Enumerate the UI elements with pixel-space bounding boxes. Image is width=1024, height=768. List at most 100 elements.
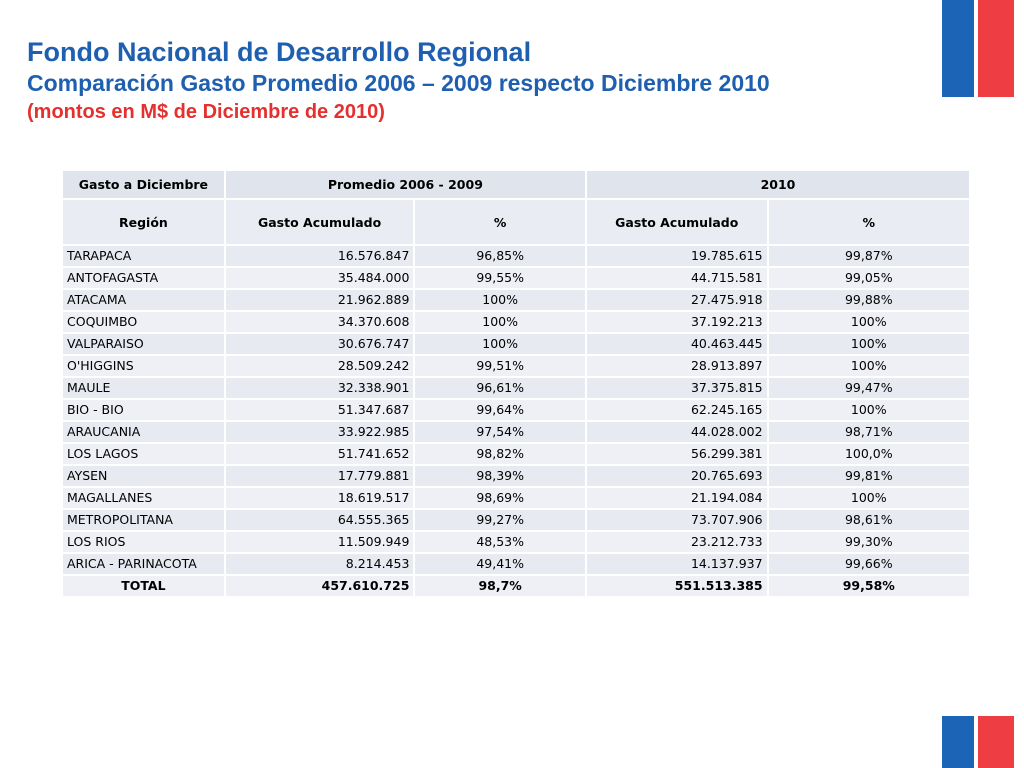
cell-gasto-prom: 33.922.985 [223, 420, 416, 444]
table-row: AYSEN 17.779.881 98,39% 20.765.693 99,81% [61, 464, 972, 488]
cell-gasto-2010: 37.192.213 [584, 310, 769, 334]
cell-pct-prom: 99,51% [413, 354, 587, 378]
cell-gasto-2010: 62.245.165 [584, 398, 769, 422]
cell-region: AYSEN [61, 464, 226, 488]
cell-gasto-prom: 21.962.889 [223, 288, 416, 312]
table-row: VALPARAISO 30.676.747 100% 40.463.445 100% [61, 332, 972, 356]
cell-gasto-prom: 32.338.901 [223, 376, 416, 400]
cell-gasto-2010: 23.212.733 [584, 530, 769, 554]
cell-gasto-2010: 56.299.381 [584, 442, 769, 466]
table-row: METROPOLITANA 64.555.365 99,27% 73.707.906 9… [61, 508, 972, 532]
cell-pct-prom: 100% [413, 332, 587, 356]
cell-gasto-2010: 21.194.084 [584, 486, 769, 510]
cell-pct-2010: 100% [766, 332, 972, 356]
cell-gasto-2010: 19.785.615 [584, 244, 769, 268]
col-header-pct-2010: % [766, 198, 972, 246]
table-row: TARAPACA 16.576.847 96,85% 19.785.615 99,87% [61, 244, 972, 268]
col-header-gasto-prom: Gasto Acumulado [223, 198, 416, 246]
cell-pct-2010: 100% [766, 486, 972, 510]
total-cell-pct-2010: 99,58% [766, 574, 972, 598]
cell-gasto-prom: 16.576.847 [223, 244, 416, 268]
cell-gasto-prom: 35.484.000 [223, 266, 416, 290]
cell-gasto-2010: 28.913.897 [584, 354, 769, 378]
total-cell-pct-prom: 98,7% [413, 574, 587, 598]
cell-gasto-prom: 51.741.652 [223, 442, 416, 466]
table-row: O'HIGGINS 28.509.242 99,51% 28.913.897 100% [61, 354, 972, 378]
cell-gasto-prom: 51.347.687 [223, 398, 416, 422]
cell-gasto-prom: 64.555.365 [223, 508, 416, 532]
table-row: ANTOFAGASTA 35.484.000 99,55% 44.715.581 99,… [61, 266, 972, 290]
cell-gasto-2010: 73.707.906 [584, 508, 769, 532]
cell-pct-2010: 99,05% [766, 266, 972, 290]
cell-pct-2010: 99,88% [766, 288, 972, 312]
group-header-gasto: Gasto a Diciembre [61, 169, 226, 200]
cell-pct-2010: 100% [766, 398, 972, 422]
cell-pct-2010: 100% [766, 310, 972, 334]
total-cell-gasto-prom: 457.610.725 [223, 574, 416, 598]
table-row: ARAUCANIA 33.922.985 97,54% 44.028.002 98,71… [61, 420, 972, 444]
total-row: TOTAL 457.610.725 98,7% 551.513.385 99,58% [61, 574, 972, 598]
cell-pct-2010: 99,81% [766, 464, 972, 488]
cell-region: ARICA - PARINACOTA [61, 552, 226, 576]
table-row: LOS RIOS 11.509.949 48,53% 23.212.733 99,30% [61, 530, 972, 554]
cell-pct-2010: 99,66% [766, 552, 972, 576]
cell-gasto-prom: 30.676.747 [223, 332, 416, 356]
cell-pct-prom: 98,39% [413, 464, 587, 488]
slide-title: Fondo Nacional de Desarrollo Regional [27, 37, 532, 67]
cell-pct-prom: 100% [413, 288, 587, 312]
col-header-gasto-2010: Gasto Acumulado [584, 198, 769, 246]
cell-region: ARAUCANIA [61, 420, 226, 444]
cell-gasto-2010: 20.765.693 [584, 464, 769, 488]
total-cell-region: TOTAL [61, 574, 226, 598]
flag-decoration-bottom [942, 716, 1014, 768]
cell-gasto-2010: 37.375.815 [584, 376, 769, 400]
flag-blue-stripe [942, 716, 974, 768]
cell-gasto-2010: 44.028.002 [584, 420, 769, 444]
cell-region: BIO - BIO [61, 398, 226, 422]
cell-pct-prom: 96,61% [413, 376, 587, 400]
slide-subtitle: Comparación Gasto Promedio 2006 – 2009 r… [27, 70, 770, 96]
flag-blue-stripe [942, 0, 974, 97]
table-row: ARICA - PARINACOTA 8.214.453 49,41% 14.137.… [61, 552, 972, 576]
cell-region: LOS RIOS [61, 530, 226, 554]
table-row: MAGALLANES 18.619.517 98,69% 21.194.084 100% [61, 486, 972, 510]
table-row: MAULE 32.338.901 96,61% 37.375.815 99,47% [61, 376, 972, 400]
cell-gasto-prom: 11.509.949 [223, 530, 416, 554]
cell-pct-prom: 100% [413, 310, 587, 334]
group-header-row: Gasto a Diciembre Promedio 2006 - 2009 2… [61, 169, 972, 200]
table-body: TARAPACA 16.576.847 96,85% 19.785.615 99,87%… [61, 244, 972, 598]
cell-pct-prom: 98,82% [413, 442, 587, 466]
cell-pct-prom: 98,69% [413, 486, 587, 510]
cell-region: COQUIMBO [61, 310, 226, 334]
cell-region: METROPOLITANA [61, 508, 226, 532]
column-header-row: Región Gasto Acumulado % Gasto Acumulado… [61, 198, 972, 246]
cell-pct-2010: 99,47% [766, 376, 972, 400]
slide-note: (montos en M$ de Diciembre de 2010) [27, 101, 385, 123]
cell-pct-prom: 99,55% [413, 266, 587, 290]
cell-gasto-prom: 28.509.242 [223, 354, 416, 378]
total-cell-gasto-2010: 551.513.385 [584, 574, 769, 598]
cell-pct-prom: 96,85% [413, 244, 587, 268]
col-header-region: Región [61, 198, 226, 246]
cell-region: ANTOFAGASTA [61, 266, 226, 290]
group-header-promedio: Promedio 2006 - 2009 [223, 169, 587, 200]
cell-gasto-prom: 8.214.453 [223, 552, 416, 576]
regional-spending-table: Gasto a Diciembre Promedio 2006 - 2009 2… [61, 169, 972, 598]
cell-gasto-prom: 17.779.881 [223, 464, 416, 488]
cell-region: TARAPACA [61, 244, 226, 268]
flag-decoration-top [942, 0, 1014, 97]
cell-gasto-2010: 40.463.445 [584, 332, 769, 356]
cell-pct-prom: 99,64% [413, 398, 587, 422]
flag-gap [974, 0, 978, 97]
flag-red-stripe [978, 716, 1014, 768]
cell-pct-prom: 48,53% [413, 530, 587, 554]
cell-pct-prom: 99,27% [413, 508, 587, 532]
cell-pct-prom: 97,54% [413, 420, 587, 444]
cell-pct-2010: 99,87% [766, 244, 972, 268]
table-row: LOS LAGOS 51.741.652 98,82% 56.299.381 100,0… [61, 442, 972, 466]
group-header-2010: 2010 [584, 169, 972, 200]
cell-region: MAGALLANES [61, 486, 226, 510]
col-header-pct-prom: % [413, 198, 587, 246]
table-row: BIO - BIO 51.347.687 99,64% 62.245.165 100% [61, 398, 972, 422]
flag-red-stripe [978, 0, 1014, 97]
